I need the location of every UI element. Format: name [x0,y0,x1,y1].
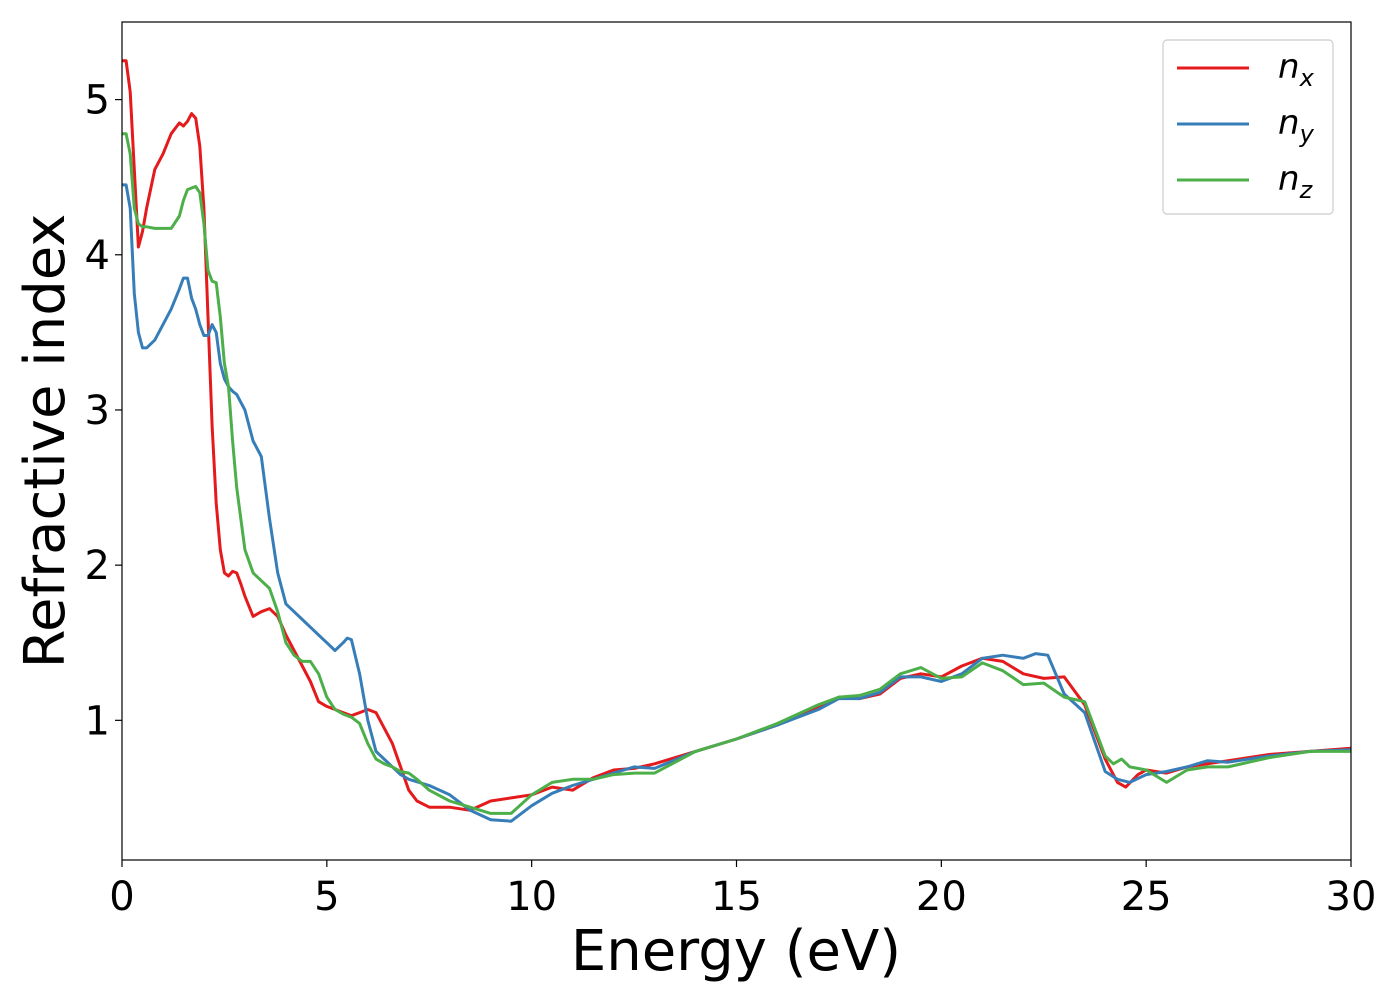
legend-label-base: n [1278,47,1300,87]
x-axis-ticks: 0 5 10 15 20 25 30 [109,860,1376,920]
x-tick-label: 10 [506,874,557,920]
series-line-n-y [122,183,1351,823]
legend-label-subscript: y [1299,120,1315,148]
y-axis-ticks: 1 2 3 4 5 [85,78,122,744]
legend-label-n-z: nz [1278,159,1314,204]
y-tick-label: 4 [85,233,110,279]
x-tick-label: 25 [1121,874,1172,920]
x-tick-label: 15 [711,874,762,920]
x-tick-label: 5 [314,874,339,920]
legend-label-subscript: z [1299,176,1314,204]
legend-label-base: n [1278,159,1300,199]
x-tick-label: 20 [916,874,967,920]
series-layer [122,59,1351,823]
x-tick-label: 0 [109,874,134,920]
legend-label-n-y: ny [1278,103,1315,148]
x-tick-label: 30 [1326,874,1377,920]
x-axis-label: Energy (eV) [571,919,901,984]
y-axis-label: Refractive index [13,214,78,669]
series-line-n-z [122,132,1351,815]
y-tick-label: 2 [85,543,110,589]
series-line-n-x [122,59,1351,812]
legend-box [1162,39,1334,215]
y-tick-label: 5 [85,78,110,124]
legend-label-n-x: nx [1278,47,1315,92]
y-tick-label: 1 [85,698,110,744]
y-tick-label: 3 [85,388,110,434]
legend-label-base: n [1278,103,1300,143]
legend-label-subscript: x [1299,64,1315,92]
